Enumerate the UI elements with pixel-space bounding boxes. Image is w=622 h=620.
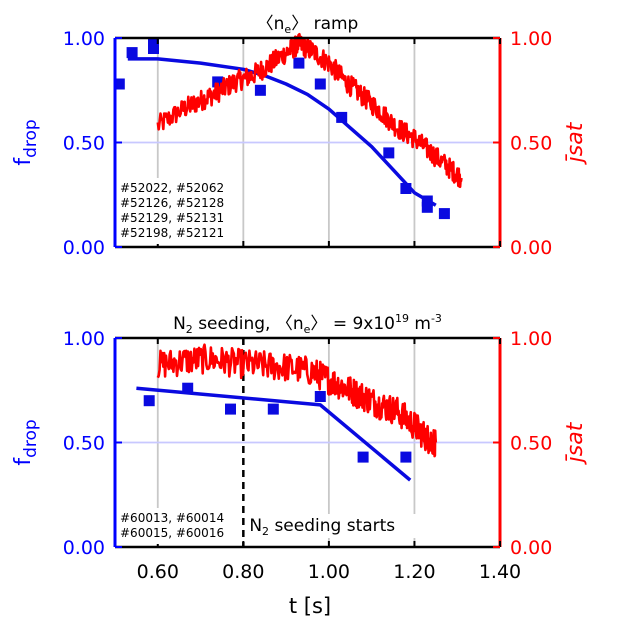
jsat-series-line xyxy=(156,32,463,189)
right-tick-label: 0.50 xyxy=(510,133,552,155)
jsat-series-line xyxy=(156,343,438,458)
left-tick-label: 0.00 xyxy=(63,237,105,259)
fdrop-marker xyxy=(225,403,236,415)
fit-line xyxy=(127,57,437,207)
fdrop-marker xyxy=(336,111,348,123)
left-tick-label: 0.00 xyxy=(63,537,105,559)
shot-annotation-box xyxy=(117,178,233,244)
x-tick-label: 0.60 xyxy=(137,561,179,583)
left-tick-label: 0.50 xyxy=(63,433,105,455)
right-axis-label: j̄sat xyxy=(563,421,588,465)
fdrop-marker xyxy=(400,451,412,463)
right-tick-label: 0.00 xyxy=(510,237,552,259)
x-tick-label: 1.40 xyxy=(479,561,521,583)
x-tick-label: 0.80 xyxy=(222,561,264,583)
seeding-label-box xyxy=(247,514,430,538)
x-axis-label: t [s] xyxy=(289,594,331,618)
shot-annotation-line: #52022, #52062 xyxy=(120,181,224,195)
shot-annotation-box xyxy=(117,508,233,544)
fdrop-marker xyxy=(438,208,450,220)
right-axis-label: j̄sat xyxy=(563,121,588,165)
fdrop-marker xyxy=(314,78,326,90)
right-tick-label: 0.00 xyxy=(510,537,552,559)
fit-line xyxy=(136,386,412,482)
fdrop-marker xyxy=(212,76,224,88)
fdrop-marker xyxy=(357,451,369,463)
x-tick-label: 1.00 xyxy=(308,561,350,583)
shot-annotation-line: #60015, #60016 xyxy=(120,526,224,540)
right-tick-label: 1.00 xyxy=(510,328,552,350)
left-tick-label: 1.00 xyxy=(63,28,105,50)
fdrop-marker xyxy=(383,147,395,159)
fdrop-marker xyxy=(293,57,305,69)
fdrop-marker xyxy=(182,382,194,394)
right-tick-label: 0.50 xyxy=(510,433,552,455)
shot-annotation-line: #60013, #60014 xyxy=(120,511,224,525)
fdrop-marker xyxy=(113,78,125,90)
fdrop-marker xyxy=(143,395,155,407)
fdrop-marker xyxy=(267,403,279,415)
right-tick-label: 1.00 xyxy=(510,28,552,50)
chart-title: N2 seeding, 〈ne〉 = 9x1019 m-3 xyxy=(173,312,442,336)
chart-title: 〈ne〉 ramp xyxy=(257,14,359,36)
fdrop-marker xyxy=(126,47,138,59)
seeding-start-label: N2 seeding starts xyxy=(249,516,395,538)
left-axis-label: fdrop xyxy=(11,119,41,165)
shot-annotation-line: #52126, #52128 xyxy=(120,196,224,210)
fdrop-marker xyxy=(400,183,412,194)
left-tick-label: 1.00 xyxy=(63,328,105,350)
fdrop-marker xyxy=(421,201,433,213)
left-axis-label: fdrop xyxy=(11,419,41,465)
x-tick-label: 1.20 xyxy=(393,561,435,583)
top-chart-panel: 0.00 0.00 0.50 0.50 1.00 1.00 fdrop j̄sat 〈ne〉 r… xyxy=(11,14,588,259)
fdrop-marker xyxy=(314,391,326,402)
shot-annotation-line: #52129, #52131 xyxy=(120,211,224,225)
fdrop-marker xyxy=(148,38,159,50)
left-tick-label: 0.50 xyxy=(63,133,105,155)
bottom-chart-panel: 0.00 0.00 0.50 0.50 1.00 1.00 fdrop j̄sat N2 see… xyxy=(11,312,588,583)
shot-annotation-line: #52198, #52121 xyxy=(120,226,224,240)
fdrop-marker xyxy=(254,84,266,96)
